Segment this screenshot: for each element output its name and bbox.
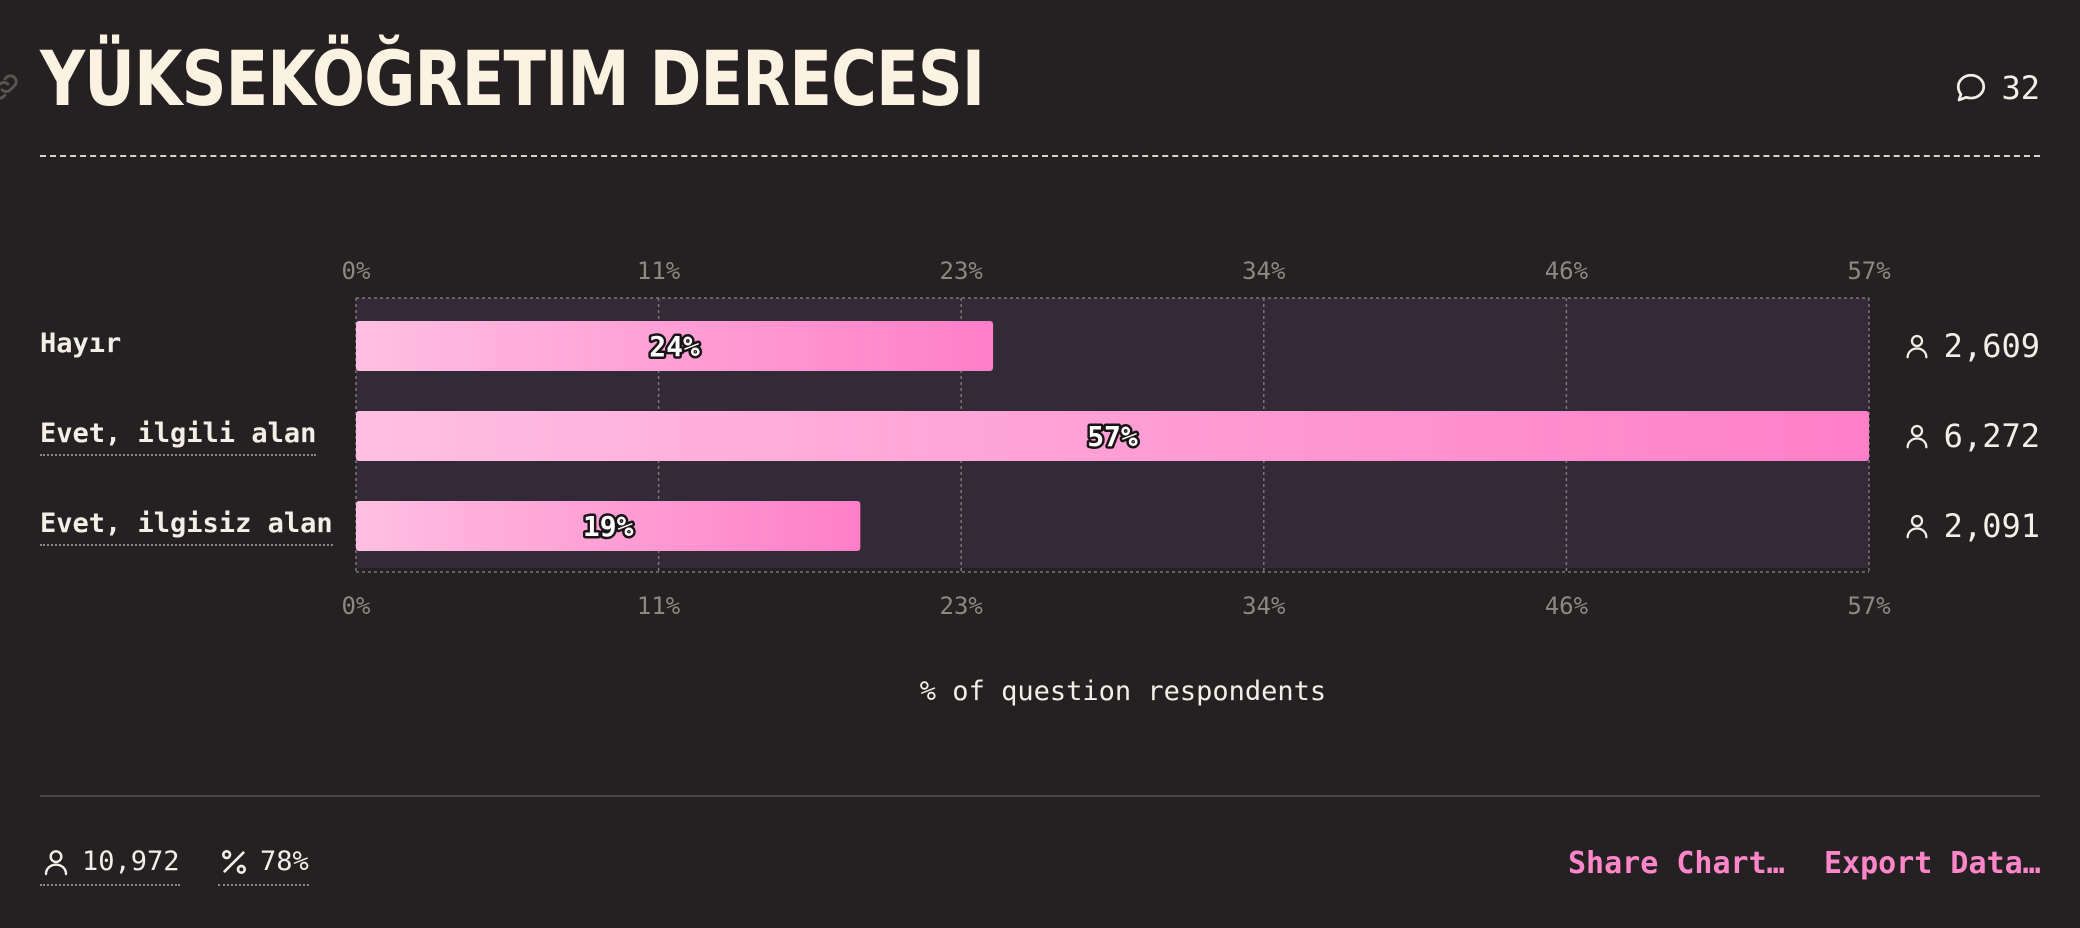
respondent-count-value: 2,091	[1943, 507, 2040, 545]
respondent-count-value: 6,272	[1943, 417, 2040, 455]
share-chart-button[interactable]: Share Chart…	[1568, 846, 1785, 881]
chart-title: YÜKSEKÖĞRETIM DERECESI	[40, 34, 985, 123]
category-label: Hayır	[40, 328, 122, 359]
x-tick-label-bottom: 46%	[1545, 592, 1589, 620]
x-tick-label-bottom: 57%	[1847, 592, 1891, 620]
bar[interactable]	[356, 321, 994, 371]
bar[interactable]	[356, 501, 861, 551]
footer-divider	[40, 795, 2040, 797]
person-icon	[1906, 514, 1928, 539]
comments-button[interactable]: 32	[1953, 66, 2040, 110]
person-icon	[1906, 424, 1928, 449]
title-divider	[40, 155, 2040, 157]
respondent-count: 2,091	[1902, 504, 2040, 548]
x-tick-label-top: 11%	[637, 257, 681, 285]
comment-icon	[1957, 73, 1986, 102]
respondent-count-value: 2,609	[1943, 327, 2040, 365]
bar-value-label: 24%	[649, 330, 700, 363]
x-tick-label-bottom: 34%	[1242, 592, 1286, 620]
total-respondents[interactable]: 10,972	[40, 842, 180, 886]
category-label[interactable]: Evet, ilgili alan	[40, 416, 317, 456]
person-icon	[1906, 334, 1928, 359]
x-tick-label-bottom: 11%	[637, 592, 681, 620]
x-tick-label-top: 0%	[342, 257, 371, 285]
response-rate[interactable]: 78%	[218, 842, 309, 886]
x-tick-label-bottom: 23%	[940, 592, 984, 620]
respondent-count: 2,609	[1902, 324, 2040, 368]
link-icon[interactable]	[0, 70, 22, 104]
response-rate-value: 78%	[260, 846, 309, 877]
person-icon	[44, 850, 68, 876]
percent-icon	[222, 850, 246, 874]
respondent-count: 6,272	[1902, 414, 2040, 458]
x-tick-label-top: 46%	[1545, 257, 1589, 285]
x-axis-label: % of question respondents	[919, 676, 1327, 707]
comment-count: 32	[2001, 69, 2040, 107]
x-tick-label-top: 57%	[1847, 257, 1891, 285]
bar-value-label: 57%	[1087, 420, 1138, 453]
x-tick-label-top: 23%	[940, 257, 984, 285]
export-data-button[interactable]: Export Data…	[1824, 846, 2041, 881]
total-respondents-value: 10,972	[82, 846, 180, 877]
x-tick-label-bottom: 0%	[342, 592, 371, 620]
category-label[interactable]: Evet, ilgisiz alan	[40, 506, 333, 546]
bar-value-label: 19%	[583, 510, 634, 543]
bar[interactable]	[356, 411, 1869, 461]
x-tick-label-top: 34%	[1242, 257, 1286, 285]
